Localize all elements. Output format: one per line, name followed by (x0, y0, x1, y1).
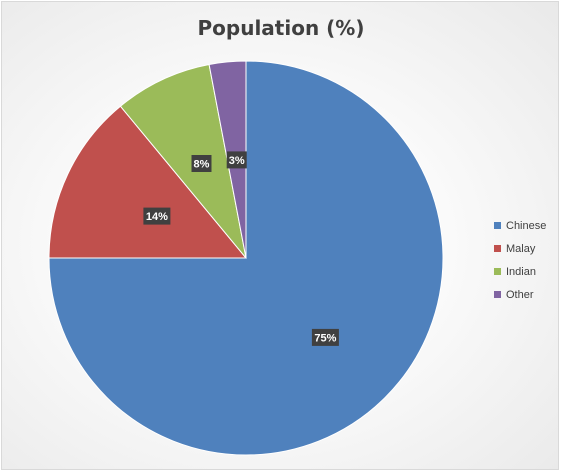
data-label-box-other (226, 151, 247, 169)
data-label-malay: 14% (143, 207, 171, 225)
legend-swatch-chinese (494, 222, 501, 229)
legend-swatch-other (494, 291, 501, 298)
legend-item-other: Other (494, 283, 546, 306)
data-label-other: 3% (226, 151, 247, 169)
pie-slice-indian (119, 63, 247, 259)
legend-swatch-indian (494, 268, 501, 275)
legend-label-malay: Malay (506, 242, 536, 255)
pie-slice-malay (48, 105, 248, 259)
data-label-text-indian: 8% (194, 159, 210, 171)
data-label-box-malay (143, 207, 171, 225)
pie-slice-chinese (48, 60, 444, 456)
data-label-chinese: 75% (311, 328, 339, 346)
legend-item-indian: Indian (494, 260, 546, 283)
data-label-text-chinese: 75% (314, 332, 336, 344)
legend-swatch-malay (494, 245, 501, 252)
legend-label-indian: Indian (506, 265, 536, 278)
chart-title: Population (%) (197, 16, 365, 40)
legend-label-chinese: Chinese (506, 219, 547, 232)
legend-item-chinese: Chinese (494, 214, 546, 237)
legend-item-malay: Malay (494, 237, 546, 260)
data-label-box-chinese (311, 328, 339, 346)
data-label-box-indian (191, 155, 212, 172)
legend: Chinese Malay Indian Other (494, 214, 546, 306)
data-label-text-malay: 14% (146, 211, 168, 223)
data-label-text-other: 3% (229, 155, 245, 167)
data-label-indian: 8% (191, 155, 212, 172)
legend-label-other: Other (506, 288, 534, 301)
